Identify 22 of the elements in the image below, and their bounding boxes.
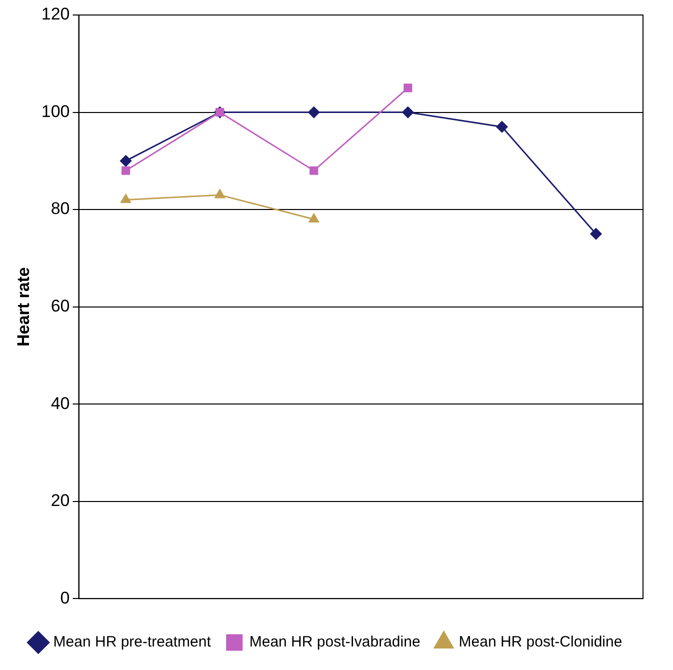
y-tick-label: 60	[50, 296, 70, 316]
y-tick-label: 100	[41, 102, 70, 121]
point	[308, 106, 320, 118]
legend-label: Mean HR post-Ivabradine	[249, 634, 420, 651]
point	[404, 84, 412, 92]
legend-label: Mean HR pre-treatment	[53, 634, 212, 651]
legend-label: Mean HR post-Clonidine	[458, 634, 622, 651]
y-tick-label: 20	[50, 491, 70, 510]
y-axis-title: Heart rate	[14, 267, 33, 346]
y-tick-label: 40	[50, 394, 70, 413]
y-tick-label: 0	[60, 588, 70, 608]
point	[214, 189, 225, 198]
point	[122, 166, 130, 175]
point	[402, 106, 414, 118]
point	[308, 214, 319, 223]
point	[496, 121, 508, 133]
y-tick-label: 120	[41, 4, 70, 24]
point	[120, 194, 131, 204]
y-tick-label: 80	[50, 199, 70, 218]
point	[590, 228, 602, 240]
point	[120, 155, 132, 167]
point	[310, 166, 318, 175]
